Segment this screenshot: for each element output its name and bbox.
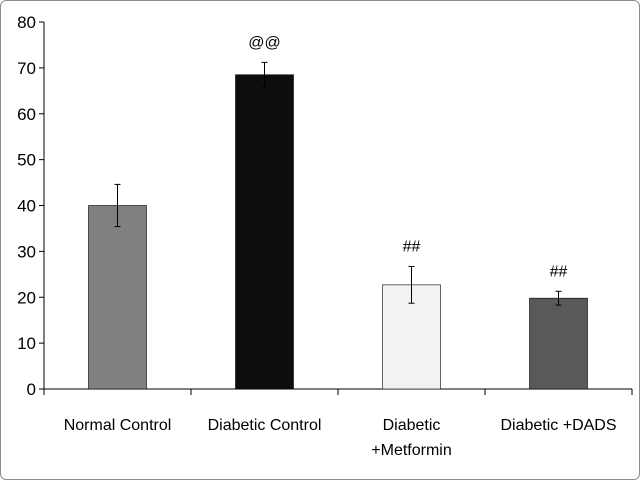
- y-tick-labels: 0 10 20 30 40 50 60 70 80: [17, 13, 36, 399]
- y-tick-label: 10: [17, 334, 36, 353]
- y-tick-label: 30: [17, 242, 36, 261]
- y-tick-label: 60: [17, 105, 36, 124]
- category-label: Normal Control: [64, 417, 172, 434]
- bars: [88, 74, 588, 390]
- category-label: +Metformin: [371, 442, 451, 459]
- significance-label: ##: [550, 263, 568, 280]
- y-tick-label: 70: [17, 59, 36, 78]
- category-label: Diabetic Control: [208, 417, 322, 434]
- significance-annotations: @@ ## ##: [248, 34, 567, 280]
- category-labels: Normal Control Diabetic Control Diabetic +M…: [64, 417, 617, 459]
- bar: [235, 74, 294, 390]
- error-bars: [114, 61, 562, 306]
- y-tick-label: 80: [17, 13, 36, 32]
- category-label: Diabetic +DADS: [500, 417, 616, 434]
- significance-label: ##: [403, 239, 421, 256]
- bar: [529, 297, 588, 390]
- y-tick-label: 0: [27, 380, 36, 399]
- y-tick-label: 20: [17, 288, 36, 307]
- y-tick-label: 40: [17, 197, 36, 216]
- significance-label: @@: [248, 34, 280, 51]
- bar: [88, 205, 147, 390]
- y-tick-label: 50: [17, 151, 36, 170]
- category-label: Diabetic: [383, 417, 441, 434]
